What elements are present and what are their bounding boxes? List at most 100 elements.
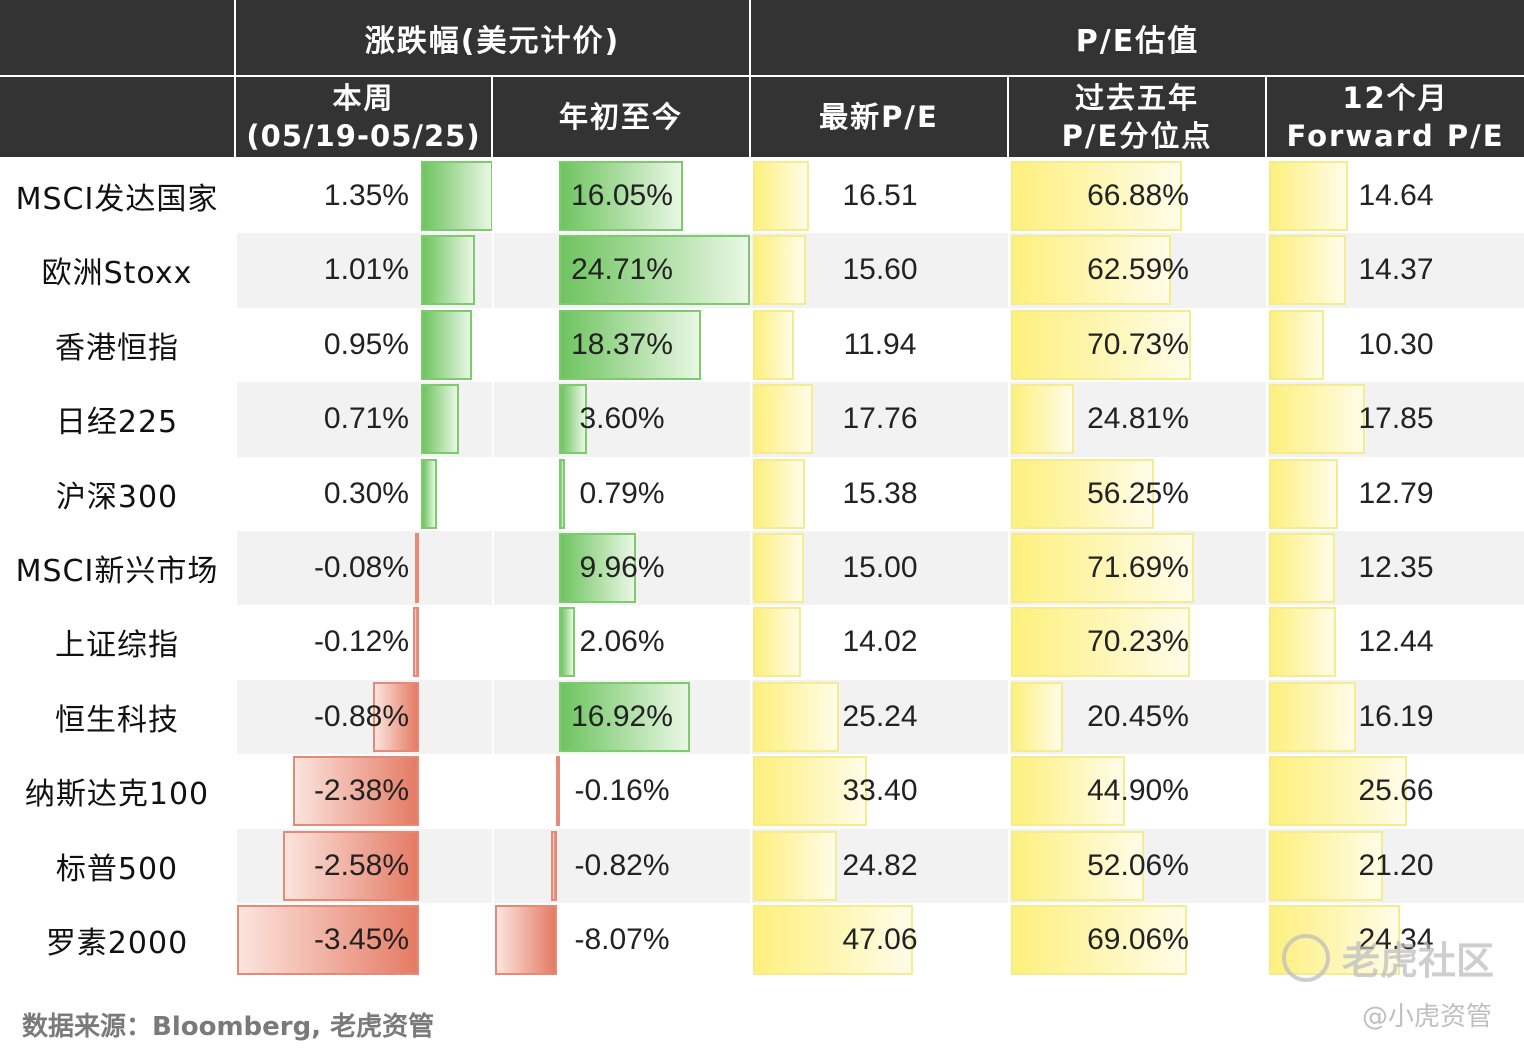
- latest-pe-value: 15.60: [842, 253, 918, 287]
- pe-percentile-bar: [1011, 161, 1182, 231]
- latest-pe-bar: [753, 533, 804, 603]
- market-summary-table: 涨跌幅(美元计价) P/E估值 本周 (05/19-05/25) 年初至今 最新…: [0, 0, 1524, 975]
- row-label: 标普500: [55, 851, 179, 887]
- forward-pe-bar: [1269, 533, 1336, 603]
- column-separator: [1008, 159, 1010, 978]
- week-change-value: -0.88%: [313, 699, 409, 733]
- forward-pe-value: 24.34: [1358, 923, 1434, 956]
- pe-percentile-value: 70.23%: [1087, 625, 1189, 659]
- table-row: MSCI发达国家 1.35% 16.05% 16.51 66.88% 14.64: [0, 159, 1524, 233]
- latest-pe-bar: [753, 309, 794, 380]
- pe-percentile-bar: [1011, 458, 1155, 529]
- latest-pe-value: 47.06: [842, 923, 918, 956]
- pe-percentile-bar: [1011, 830, 1144, 901]
- latest-pe-bar: [753, 756, 867, 827]
- pe-percentile-value: 44.90%: [1087, 774, 1189, 808]
- ytd-change-bar: [555, 756, 560, 827]
- week-change-bar: [421, 384, 459, 455]
- pe-percentile-bar: [1011, 756, 1126, 827]
- row-label: 罗素2000: [45, 926, 189, 961]
- pe-percentile-bar: [1011, 384, 1075, 455]
- table-row: 日经225 0.71% 3.60% 17.76 24.81% 17.85: [0, 382, 1524, 457]
- column-separator: [492, 159, 494, 978]
- ytd-change-value: 16.05%: [571, 179, 673, 212]
- pe-percentile-bar: [1011, 309, 1192, 380]
- ytd-change-bar: [495, 905, 557, 975]
- latest-pe-bar: [753, 905, 913, 975]
- latest-pe-bar: [753, 458, 806, 529]
- ytd-change-value: -8.07%: [574, 923, 670, 956]
- ytd-change-bar: [559, 235, 750, 306]
- column-separator: [1266, 159, 1268, 978]
- data-source-note: 数据来源：Bloomberg, 老虎资管: [22, 1012, 435, 1042]
- ytd-change-value: 3.60%: [579, 402, 665, 436]
- latest-pe-value: 11.94: [843, 327, 917, 361]
- header-col-week-title: 本周: [332, 81, 395, 115]
- week-change-value: 0.30%: [323, 476, 409, 510]
- latest-pe-value: 17.76: [842, 402, 918, 436]
- row-label: MSCI新兴市场: [15, 554, 219, 589]
- tiger-logo-icon: [1282, 933, 1330, 982]
- week-change-value: -3.45%: [313, 923, 409, 956]
- latest-pe-value: 33.40: [842, 774, 918, 808]
- forward-pe-value: 12.44: [1358, 625, 1434, 659]
- row-label: MSCI发达国家: [15, 182, 219, 217]
- week-change-value: 1.35%: [323, 179, 409, 212]
- ytd-change-bar: [550, 830, 557, 901]
- header-col-forward-pe: 12个月 Forward P/E: [1267, 77, 1524, 157]
- pe-percentile-value: 66.88%: [1087, 179, 1189, 212]
- week-change-value: -2.58%: [313, 848, 409, 882]
- header-col-pe-percentile-line2: P/E分位点: [1061, 119, 1213, 153]
- forward-pe-value: 12.79: [1358, 476, 1434, 510]
- header-corner-lower: [0, 77, 234, 157]
- latest-pe-bar: [753, 161, 810, 231]
- table-row: 上证综指 -0.12% 2.06% 14.02 70.23% 12.44: [0, 605, 1524, 679]
- latest-pe-bar: [753, 607, 801, 678]
- ytd-change-bar: [559, 458, 566, 529]
- watermark-brand-text: 老虎社区: [1342, 939, 1495, 983]
- row-label: 日经225: [55, 405, 179, 441]
- table-row: 欧洲Stoxx 1.01% 24.71% 15.60 62.59% 14.37: [0, 233, 1524, 308]
- pe-percentile-value: 71.69%: [1087, 551, 1189, 584]
- row-label: 上证综指: [55, 628, 179, 664]
- ytd-change-value: 18.37%: [571, 327, 673, 361]
- ytd-change-value: -0.82%: [574, 848, 670, 882]
- forward-pe-bar: [1269, 681, 1357, 752]
- forward-pe-value: 12.35: [1358, 551, 1434, 584]
- ytd-change-value: 0.79%: [579, 476, 665, 510]
- ytd-change-bar: [559, 309, 701, 380]
- week-change-bar: [237, 905, 419, 975]
- latest-pe-value: 15.38: [842, 476, 918, 510]
- pe-percentile-bar: [1011, 533, 1194, 603]
- pe-percentile-value: 52.06%: [1087, 848, 1189, 882]
- table-row: MSCI新兴市场 -0.08% 9.96% 15.00 71.69% 12.35: [0, 531, 1524, 606]
- column-separator: [750, 159, 752, 978]
- ytd-change-value: -0.16%: [574, 774, 670, 808]
- week-change-bar: [421, 235, 475, 306]
- header-col-week-dates: (05/19-05/25): [246, 119, 481, 153]
- forward-pe-value: 14.64: [1358, 179, 1434, 212]
- forward-pe-value: 17.85: [1358, 402, 1434, 436]
- row-label: 欧洲Stoxx: [41, 256, 193, 292]
- week-change-bar: [282, 830, 419, 901]
- latest-pe-value: 24.82: [842, 848, 918, 882]
- pe-percentile-bar: [1011, 607, 1191, 678]
- latest-pe-bar: [753, 830, 838, 901]
- pe-percentile-value: 24.81%: [1087, 402, 1189, 436]
- table-row: 沪深300 0.30% 0.79% 15.38 56.25% 12.79: [0, 457, 1524, 531]
- pe-percentile-bar: [1011, 681, 1064, 752]
- forward-pe-bar: [1269, 309, 1325, 380]
- ytd-change-value: 16.92%: [571, 699, 673, 733]
- latest-pe-bar: [753, 235, 807, 306]
- forward-pe-bar: [1269, 830, 1384, 901]
- week-change-value: 1.01%: [323, 253, 409, 287]
- ytd-change-value: 2.06%: [579, 625, 665, 659]
- forward-pe-value: 10.30: [1358, 327, 1434, 361]
- row-label: 纳斯达克100: [24, 777, 210, 813]
- header-col-week: 本周 (05/19-05/25): [236, 77, 491, 157]
- forward-pe-bar: [1269, 161, 1348, 231]
- header-col-pe-percentile: 过去五年 P/E分位点: [1009, 77, 1265, 157]
- week-change-bar: [372, 681, 419, 752]
- table-row: 香港恒指 0.95% 18.37% 11.94 70.73% 10.30: [0, 308, 1524, 382]
- week-change-value: -0.12%: [313, 625, 409, 659]
